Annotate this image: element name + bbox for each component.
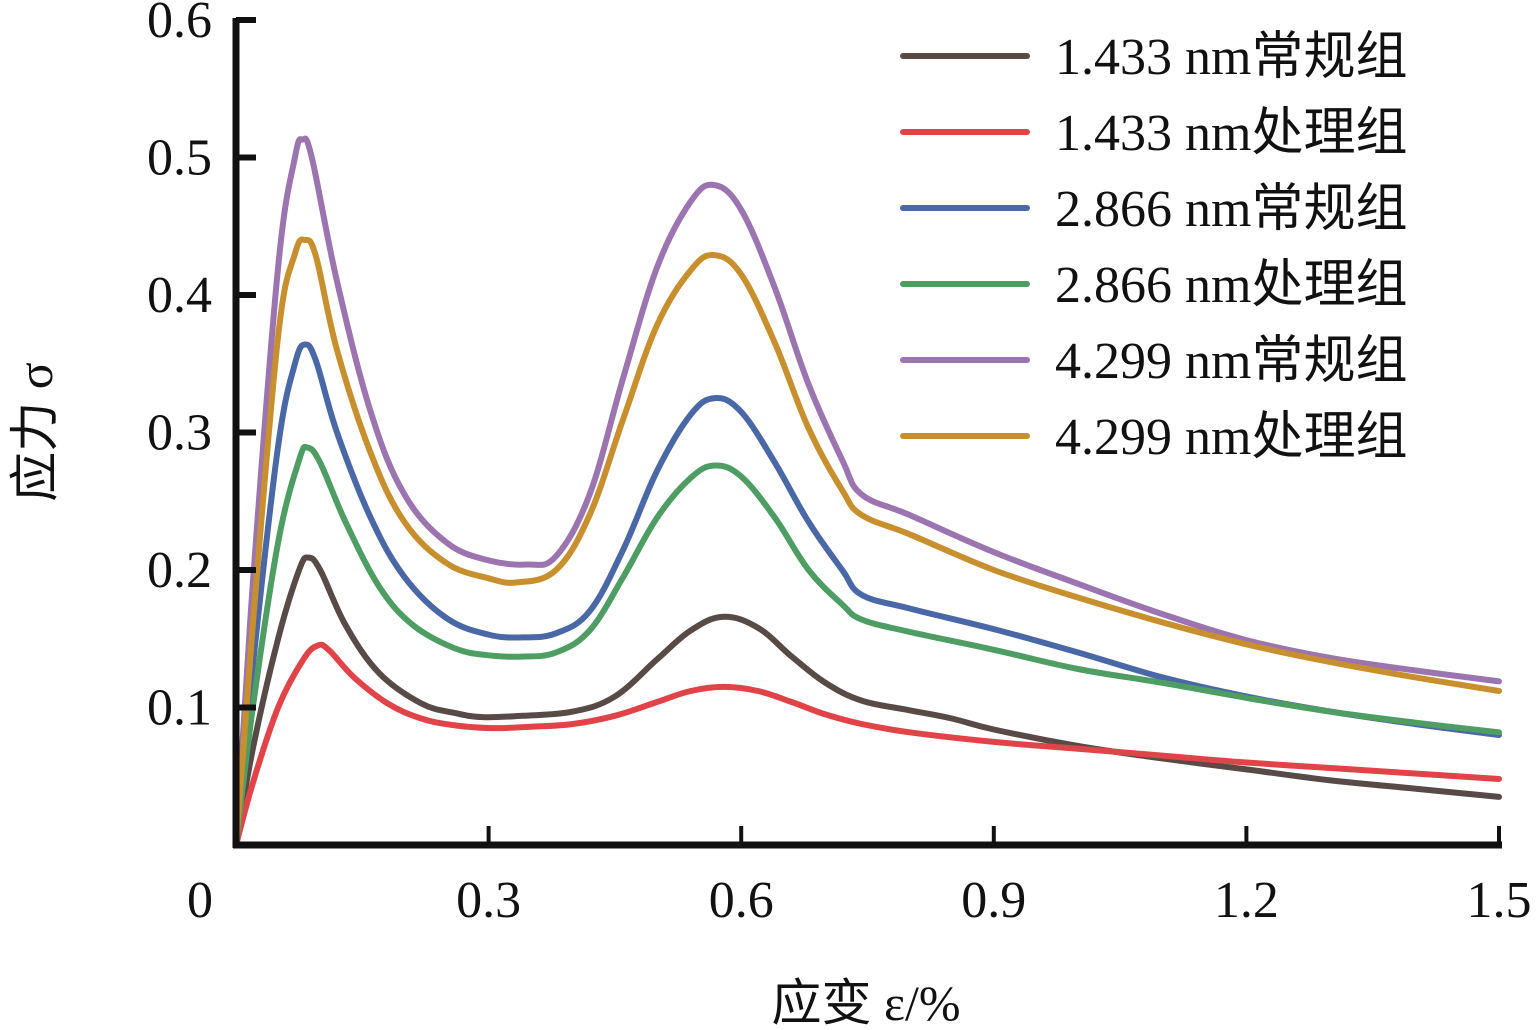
series-line [233,443,1502,848]
legend-item: 1.433 nm处理组 [900,105,1407,162]
legend-item: 1.433 nm常规组 [900,29,1407,86]
legend-label: 1.433 nm处理组 [1055,105,1407,162]
series-line [233,135,1502,848]
x-tick-label: 0 [187,872,213,929]
y-tick-label: 0.5 [147,130,212,187]
x-axis-title: 应变 ε/% [771,975,960,1030]
y-tick-label: 0.1 [147,680,212,737]
series-5 [233,135,1502,848]
legend-label: 4.299 nm处理组 [1055,409,1407,466]
x-tick-label: 0.3 [456,872,521,929]
x-tick-label: 0.6 [709,872,774,929]
legend-label: 2.866 nm常规组 [1055,181,1407,238]
y-tick-label: 0.3 [147,405,212,462]
x-tick-label: 1.5 [1467,872,1532,929]
series-2 [233,641,1502,848]
y-axis-title: 应力 σ [7,362,63,501]
y-ticks: 0.1 0.2 0.3 0.4 0.5 0.6 [147,0,256,737]
series-line [233,236,1502,848]
x-tick-label: 1.2 [1214,872,1279,929]
legend-item: 2.866 nm处理组 [900,257,1407,314]
series-layer [233,135,1502,848]
legend: 1.433 nm常规组 1.433 nm处理组 2.866 nm常规组 2.866 n… [900,29,1407,466]
x-ticks: 0 0.3 0.6 0.9 1.2 1.5 [187,826,1532,929]
legend-item: 4.299 nm常规组 [900,333,1407,390]
y-tick-label: 0.4 [147,267,212,324]
series-line [233,641,1502,848]
series-6 [233,236,1502,848]
legend-item: 4.299 nm处理组 [900,409,1407,466]
series-line [233,341,1502,848]
y-tick-label: 0.2 [147,542,212,599]
legend-item: 2.866 nm常规组 [900,181,1407,238]
legend-label: 1.433 nm常规组 [1055,29,1407,86]
legend-label: 4.299 nm常规组 [1055,333,1407,390]
series-4 [233,443,1502,848]
series-3 [233,341,1502,848]
legend-label: 2.866 nm处理组 [1055,257,1407,314]
y-tick-label: 0.6 [147,0,212,49]
x-tick-label: 0.9 [961,872,1026,929]
